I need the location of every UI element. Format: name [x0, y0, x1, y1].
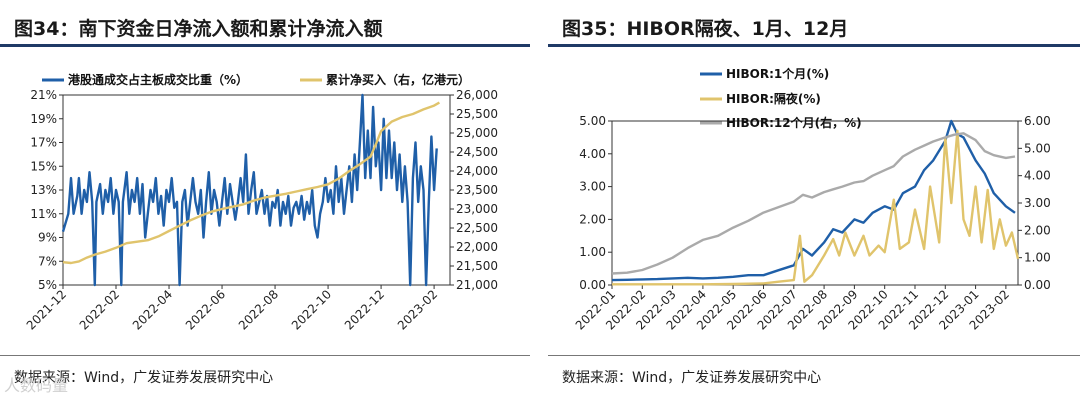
left-chart: 5% 7% 9% 11% 13% 15% 17% 19% 21% 21,000 21,500 22,0…: [24, 72, 498, 333]
right-right-tick-label: 4.00: [1024, 169, 1051, 183]
right-series-line-1: [611, 119, 1016, 282]
right-title-rule: [548, 44, 1080, 47]
left-right-tick-label: 24,000: [456, 164, 498, 178]
left-right-tick-label: 22,500: [456, 221, 498, 235]
right-left-tick-label: 3.00: [579, 180, 606, 194]
left-x-tick-label: 2022-04: [130, 287, 175, 332]
left-title-rule: [0, 44, 530, 47]
left-x-tick-label: 2021-12: [24, 287, 69, 332]
right-chart: 0.00 1.00 2.00 3.00 4.00 5.00 0.00 1.00 2.00 3.00…: [573, 66, 1051, 333]
right-series-line-3: [611, 132, 1016, 275]
right-left-tick-label: 4.00: [579, 147, 606, 161]
left-x-tick-label: 2022-12: [342, 287, 387, 332]
left-left-tick-label: 15%: [30, 159, 57, 173]
right-left-tick-label: 2.00: [579, 212, 606, 226]
right-figure-title: 图35：HIBOR隔夜、1月、12月: [562, 18, 849, 40]
left-right-tick-label: 23,500: [456, 183, 498, 197]
left-series-line-2: [62, 101, 440, 265]
left-left-tick-label: 17%: [30, 136, 57, 150]
left-x-tick-label: 2023-02: [395, 287, 440, 332]
left-figure-title: 图34：南下资金日净流入额和累计净流入额: [14, 18, 383, 40]
left-right-tick-label: 21,000: [456, 278, 498, 292]
left-series-line-1: [61, 93, 438, 287]
right-right-tick-label: 2.00: [1024, 223, 1051, 237]
left-right-tick-label: 25,500: [456, 107, 498, 121]
left-x-tick-label: 2022-10: [289, 287, 334, 332]
left-source-note: 数据来源：Wind，广发证券发展研究中心: [14, 370, 274, 386]
left-right-tick-label: 25,000: [456, 126, 498, 140]
watermark-text: 人数码量: [4, 376, 69, 395]
left-left-tick-label: 11%: [30, 207, 57, 221]
left-x-tick-label: 2022-08: [236, 287, 281, 332]
left-right-tick-label: 21,500: [456, 259, 498, 273]
left-left-tick-label: 7%: [38, 254, 57, 268]
left-left-tick-label: 21%: [30, 88, 57, 102]
right-right-tick-label: 3.00: [1024, 196, 1051, 210]
right-legend-label-2: HIBOR:隔夜(%): [726, 91, 821, 106]
left-left-tick-label: 13%: [30, 183, 57, 197]
right-source-rule: [548, 355, 1080, 356]
right-right-tick-label: 1.00: [1024, 251, 1051, 265]
left-figure-panel: 图34：南下资金日净流入额和累计净流入额 5% 7% 9% 11% 13% 15% 17% 1…: [0, 0, 530, 404]
right-source-note: 数据来源：Wind，广发证券发展研究中心: [562, 370, 822, 386]
left-right-tick-label: 24,500: [456, 145, 498, 159]
right-right-tick-label: 6.00: [1024, 114, 1051, 128]
right-right-tick-label: 0.00: [1024, 278, 1051, 292]
left-source-rule: [0, 355, 530, 356]
right-left-tick-label: 5.00: [579, 114, 606, 128]
right-figure-panel: 图35：HIBOR隔夜、1月、12月 0.00 1.00 2.00 3.00 4.00 5…: [548, 0, 1080, 404]
right-legend-label-1: HIBOR:1个月(%): [726, 66, 829, 81]
left-x-tick-label: 2022-06: [183, 287, 228, 332]
right-legend-label-3: HIBOR:12个月(右，%): [726, 115, 862, 130]
left-left-tick-label: 19%: [30, 112, 57, 126]
right-series-line-2: [612, 129, 1020, 286]
left-legend-label-1: 港股通成交占主板成交比重（%）: [68, 72, 248, 87]
left-left-tick-label: 5%: [38, 278, 57, 292]
left-left-tick-label: 9%: [38, 231, 57, 245]
left-right-tick-label: 22,000: [456, 240, 498, 254]
right-right-tick-label: 5.00: [1024, 141, 1051, 155]
right-left-tick-label: 0.00: [579, 278, 606, 292]
right-left-tick-label: 1.00: [579, 245, 606, 259]
left-x-tick-label: 2022-02: [77, 287, 122, 332]
left-right-tick-label: 23,000: [456, 202, 498, 216]
left-legend-label-2: 累计净买入（右，亿港元）: [326, 72, 470, 87]
left-right-tick-label: 26,000: [456, 88, 498, 102]
